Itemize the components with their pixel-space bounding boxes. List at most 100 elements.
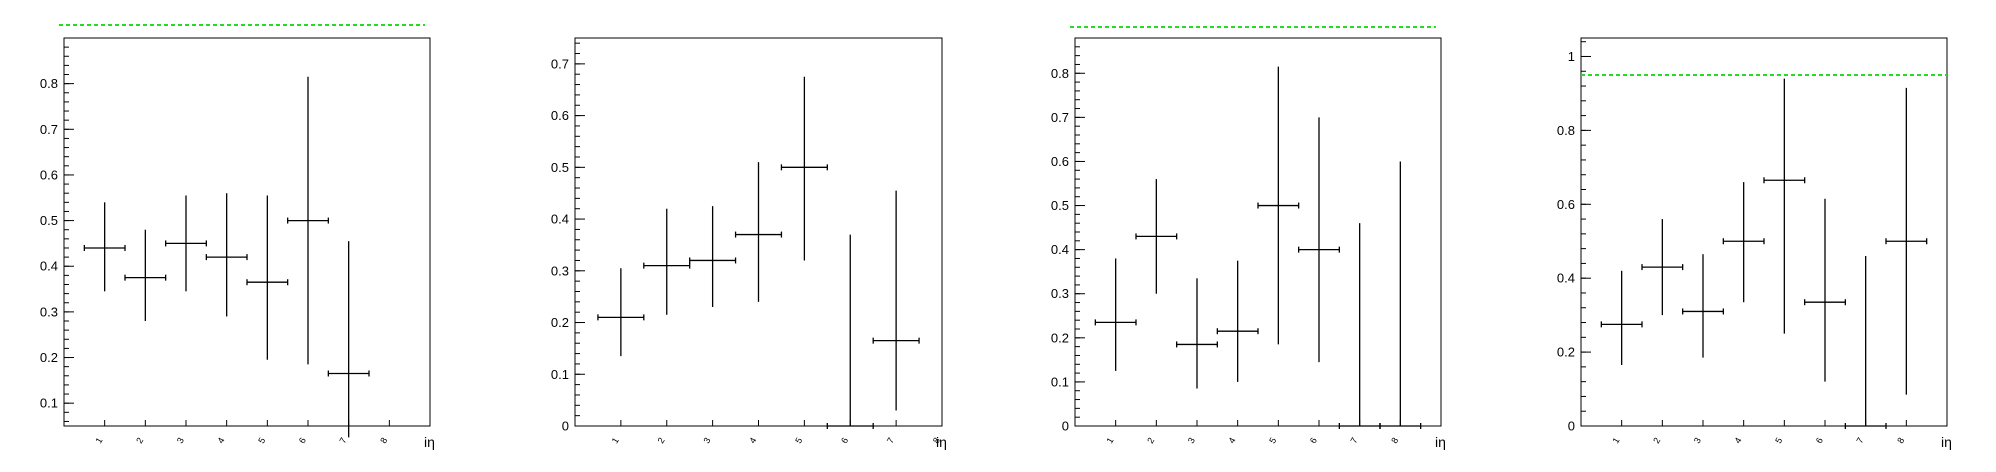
- x-axis-title: iη: [424, 434, 435, 450]
- x-tick-label: 7: [1854, 436, 1865, 445]
- x-tick-label: 2: [656, 436, 667, 445]
- x-tick-label: 8: [1389, 436, 1400, 445]
- data-point: [1763, 78, 1806, 334]
- chart-panel-2: 0 0.1 0.2 0.3 0.4 0.5 0.6 0.7 1 2 3 4 5 6 7 8iη: [551, 37, 947, 450]
- y-tick-label: 0.3: [551, 263, 569, 278]
- x-tick-label: 2: [134, 436, 145, 445]
- x-tick-label: 3: [1186, 436, 1197, 445]
- y-tick-label: 0.1: [40, 396, 58, 411]
- y-tick-label: 0.7: [40, 122, 58, 137]
- x-tick-label: 6: [1308, 436, 1319, 445]
- x-tick-label: 5: [1773, 436, 1784, 445]
- y-tick-label: 0.6: [1557, 197, 1575, 212]
- data-point: [83, 202, 126, 292]
- data-point: [643, 208, 691, 315]
- x-tick-label: 5: [793, 436, 804, 445]
- y-tick-label: 0.3: [40, 304, 58, 319]
- data-point: [1094, 258, 1137, 371]
- x-tick-label: 8: [378, 436, 389, 445]
- x-tick-label: 2: [1145, 436, 1156, 445]
- data-point: [597, 268, 645, 357]
- data-point: [780, 76, 828, 261]
- y-tick-label: 0.4: [1051, 242, 1069, 257]
- x-axis-title: iη: [1941, 434, 1952, 450]
- x-tick-label: 3: [1692, 436, 1703, 445]
- x-tick-label: 5: [256, 436, 267, 445]
- y-tick-label: 0.4: [40, 259, 58, 274]
- y-tick-label: 0.6: [551, 108, 569, 123]
- y-tick-label: 0.7: [1051, 110, 1069, 125]
- y-tick-label: 1: [1568, 49, 1575, 64]
- y-tick-label: 0.2: [551, 315, 569, 330]
- plot-frame: [63, 37, 431, 427]
- data-point: [1804, 198, 1846, 382]
- y-tick-label: 0.5: [551, 160, 569, 175]
- x-tick-label: 7: [885, 436, 896, 445]
- data-point: [287, 76, 329, 365]
- y-tick-label: 0.1: [551, 367, 569, 382]
- y-tick-label: 0.2: [1557, 345, 1575, 360]
- x-tick-label: 6: [839, 436, 850, 445]
- x-tick-label: 6: [1814, 436, 1825, 445]
- data-point: [826, 234, 874, 429]
- x-tick-label: 4: [747, 436, 758, 445]
- y-tick-label: 0.3: [1051, 286, 1069, 301]
- data-point: [165, 195, 207, 292]
- x-axis-title: iη: [936, 434, 947, 450]
- x-tick-label: 4: [215, 436, 226, 445]
- x-tick-label: 1: [93, 436, 104, 445]
- x-tick-label: 8: [931, 436, 942, 445]
- x-tick-label: 5: [1267, 436, 1278, 445]
- y-tick-label: 0.6: [40, 167, 58, 182]
- y-tick-label: 0.8: [40, 76, 58, 91]
- y-tick-label: 0.2: [1051, 330, 1069, 345]
- x-tick-label: 3: [175, 436, 186, 445]
- data-point: [1722, 182, 1765, 303]
- data-point: [1135, 179, 1178, 294]
- x-tick-label: 2: [1651, 436, 1662, 445]
- y-tick-label: 0.5: [40, 213, 58, 228]
- y-tick-label: 0.2: [40, 350, 58, 365]
- plot-frame: [1580, 37, 1948, 427]
- data-point: [734, 162, 783, 302]
- data-point: [1885, 87, 1928, 395]
- y-tick-label: 0.8: [1051, 66, 1069, 81]
- chart-panel-4: 0 0.2 0.4 0.6 0.8 1 1 2 3 4 5 6 7 8 iη: [1557, 37, 1952, 450]
- x-tick-label: 7: [337, 436, 348, 445]
- y-tick-label: 0.5: [1051, 198, 1069, 213]
- data-point: [1216, 260, 1259, 382]
- plot-frame: [1074, 37, 1442, 427]
- x-tick-label: 8: [1895, 436, 1906, 445]
- y-tick-label: 0.4: [551, 212, 569, 227]
- data-point: [1176, 278, 1218, 389]
- y-tick-label: 0.1: [1051, 374, 1069, 389]
- data-point: [1641, 219, 1684, 316]
- data-point: [327, 241, 370, 438]
- x-tick-label: 7: [1348, 436, 1359, 445]
- y-tick-label: 0.7: [551, 56, 569, 71]
- data-point: [689, 206, 737, 308]
- data-point: [1379, 161, 1422, 429]
- data-point: [1844, 256, 1887, 429]
- y-tick-label: 0: [562, 419, 569, 434]
- x-tick-label: 4: [1732, 436, 1743, 445]
- data-point: [1682, 254, 1724, 358]
- chart-panel-1: 0.1 0.2 0.3 0.4 0.5 0.6 0.7 0.8 1 2 3 4 5 6 7 8 iη: [40, 24, 435, 450]
- chart-panel-3: 0 0.1 0.2 0.3 0.4 0.5 0.6 0.7 0.8 1 2 3 4 5 6 7 8 iη: [1051, 26, 1446, 450]
- x-tick-label: 1: [610, 436, 621, 445]
- x-tick-label: 1: [1104, 436, 1115, 445]
- data-point: [124, 229, 167, 322]
- x-tick-label: 1: [1610, 436, 1621, 445]
- data-point: [246, 195, 289, 360]
- x-tick-label: 4: [1226, 436, 1237, 445]
- data-point: [1298, 117, 1340, 363]
- data-point: [1257, 66, 1300, 345]
- y-tick-label: 0.8: [1557, 123, 1575, 138]
- y-tick-label: 0.6: [1051, 154, 1069, 169]
- x-tick-label: 3: [701, 436, 712, 445]
- y-tick-label: 0: [1568, 419, 1575, 434]
- data-point: [205, 193, 248, 317]
- y-tick-label: 0.4: [1557, 271, 1575, 286]
- x-axis-title: iη: [1435, 434, 1446, 450]
